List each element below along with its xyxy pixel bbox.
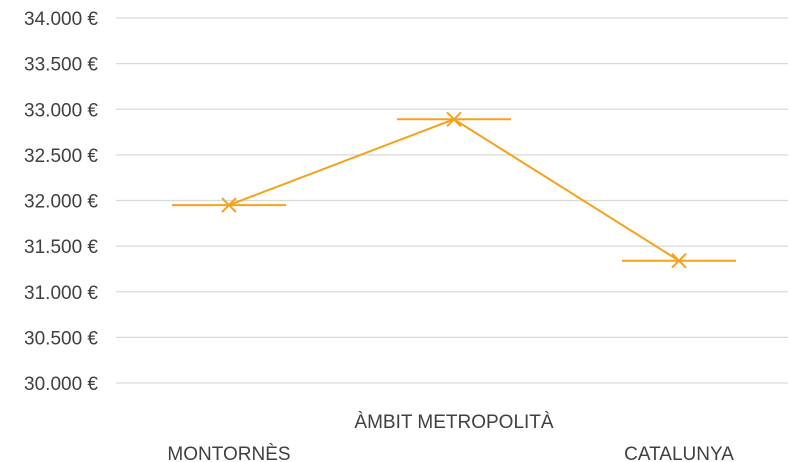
x-axis-category-labels: MONTORNÈS ÀMBIT METROPOLITÀ CATALUNYA <box>167 412 734 462</box>
y-tick-label: 30.000 € <box>24 374 98 395</box>
y-tick-label: 34.000 € <box>24 9 98 30</box>
x-category-label: CATALUNYA <box>624 444 734 462</box>
y-tick-label: 33.500 € <box>24 55 98 76</box>
y-tick-label: 32.500 € <box>24 146 98 167</box>
y-axis-tick-labels: 30.000 € 30.500 € 31.000 € 31.500 € 32.000 €… <box>24 9 98 395</box>
data-point-marker <box>221 197 237 213</box>
y-tick-label: 30.500 € <box>24 328 98 349</box>
data-point-marker <box>671 253 687 269</box>
x-category-label: MONTORNÈS <box>167 444 290 462</box>
y-tick-label: 31.000 € <box>24 283 98 304</box>
data-point-marker <box>446 111 462 127</box>
series-line <box>228 118 680 262</box>
series-plot <box>172 111 736 269</box>
x-category-label: ÀMBIT METROPOLITÀ <box>354 412 554 433</box>
gridlines <box>116 17 788 384</box>
y-tick-label: 31.500 € <box>24 237 98 258</box>
y-tick-label: 32.000 € <box>24 192 98 213</box>
y-tick-label: 33.000 € <box>24 100 98 121</box>
